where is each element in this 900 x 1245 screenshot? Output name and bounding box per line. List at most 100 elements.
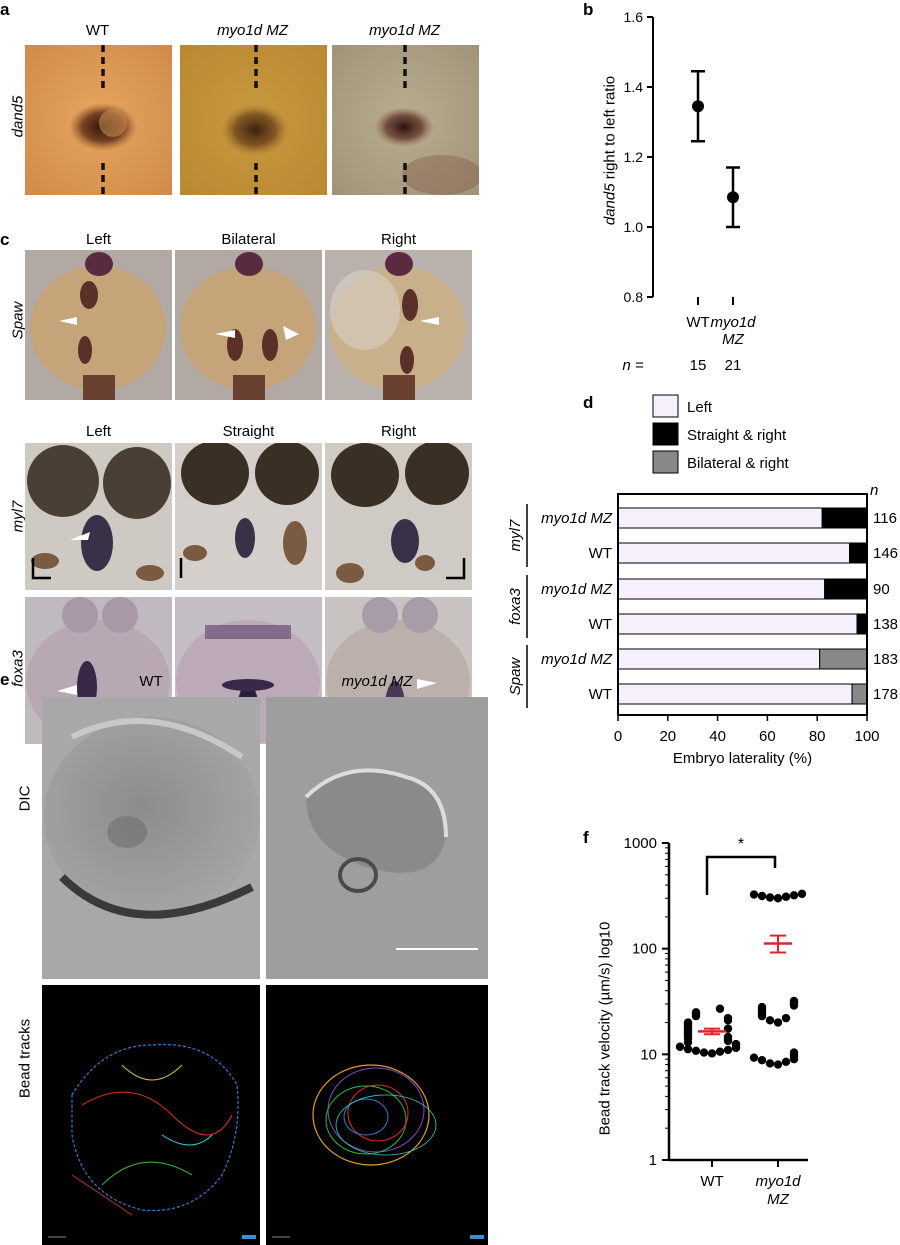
panel-a-col-mz2: myo1d MZ [369, 22, 440, 39]
myl7-straight-image [175, 443, 322, 590]
chart-f-point-0-2 [715, 1047, 725, 1056]
legend-swatch-0 [652, 394, 679, 418]
chart-d-frame [617, 493, 868, 716]
chart-d-row-label-0: myo1d MZ [541, 510, 613, 527]
chart-d-row-label-5: WT [589, 686, 612, 703]
chart-f-point-1-21 [789, 996, 799, 1006]
bar-left-3 [617, 613, 858, 635]
chart-b-ylabel-gene: dand5 [601, 183, 619, 226]
chart-f-point-1-26 [789, 891, 799, 900]
chart-f-point-0-9 [731, 1039, 741, 1049]
panel-letter-f: f [583, 828, 589, 847]
panel-e-col-mz: myo1d MZ [341, 673, 413, 690]
bar-left-0 [617, 507, 823, 529]
chart-f-point-1-3 [757, 1055, 767, 1065]
panel-letter-a: a [0, 0, 10, 19]
heart-col-left: Left [85, 423, 112, 440]
chart-d-n-4: 183 [873, 651, 898, 668]
chart-f-point-0-5 [683, 1044, 693, 1054]
chart-f-point-1-2 [781, 1057, 791, 1066]
row-label-dic: DIC [16, 785, 34, 812]
bar-other-3 [856, 613, 868, 635]
chart-d-xtick-label-3: 60 [759, 728, 776, 745]
chart-f-point-0-14 [723, 1032, 733, 1042]
spaw-col-left: Left [85, 231, 112, 248]
spaw-bilateral-image [175, 250, 322, 400]
chart-b-point-1 [727, 191, 739, 204]
chart-f-point-1-11 [781, 1013, 791, 1023]
dand5-wt-image [25, 45, 172, 195]
chart-f-point-1-23 [765, 893, 775, 902]
chart-d-n-3: 138 [873, 616, 898, 633]
myl7-right-image [325, 443, 472, 590]
panel-a-row-label-dand5: dand5 [9, 95, 27, 138]
chart-f-point-1-1 [765, 1059, 775, 1068]
panel-letter-d: d [583, 393, 594, 412]
chart-b-n-label: n = [622, 357, 644, 374]
row-label-foxa3: foxa3 [9, 650, 27, 687]
bar-other-0 [821, 507, 868, 529]
chart-d: Left Straight & right Bilateral & right n m… [507, 394, 898, 767]
chart-f-ytick-label-2: 100 [632, 941, 657, 958]
legend-label-2: Bilateral & right [687, 455, 790, 472]
chart-d-xlabel: Embryo laterality (%) [673, 750, 812, 767]
legend-label-1: Straight & right [687, 427, 787, 444]
chart-b-ytick-label-0: 0.8 [624, 289, 644, 305]
row-label-spaw: Spaw [9, 301, 27, 340]
chart-f-point-1-17 [757, 1002, 767, 1012]
legend-swatch-1 [652, 422, 679, 446]
chart-d-row-label-4: myo1d MZ [541, 651, 613, 668]
chart-f-point-1-22 [773, 894, 783, 903]
spaw-right-image [325, 250, 472, 400]
bar-left-2 [617, 578, 826, 600]
chart-f-point-0-7 [675, 1042, 685, 1051]
significance-star: * [738, 836, 744, 853]
chart-f-xlabel-0: WT [700, 1173, 723, 1190]
chart-f-point-0-30 [691, 1008, 701, 1017]
bar-other-4 [819, 648, 868, 670]
chart-f-point-1-8 [789, 1048, 799, 1057]
chart-f-point-0-31 [715, 1004, 725, 1013]
row-label-bead-tracks: Bead tracks [16, 1018, 34, 1099]
legend-swatch-2 [652, 450, 679, 474]
chart-d-n-5: 178 [873, 686, 898, 703]
chart-d-n-header: n [870, 482, 878, 499]
panel-a-col-mz1: myo1d MZ [217, 22, 288, 39]
chart-d-xtick-label-0: 0 [614, 728, 622, 745]
chart-f-point-1-10 [765, 1016, 775, 1025]
chart-f-xlabel-1: myo1d [755, 1173, 801, 1190]
chart-d-n-1: 146 [873, 545, 898, 562]
spaw-col-bilateral: Bilateral [221, 231, 276, 248]
chart-f-ytick-label-1: 10 [640, 1046, 657, 1063]
legend-label-0: Left [687, 399, 713, 416]
chart-b-ytick-label-2: 1.2 [624, 149, 644, 165]
chart-b-n-0: 15 [690, 357, 707, 374]
chart-f-point-0-0 [707, 1049, 717, 1058]
spaw-left-image [25, 250, 172, 400]
chart-d-n-0: 116 [873, 510, 897, 527]
chart-b-ylabel: dand5 right to left ratio [602, 36, 619, 266]
chart-d-row-label-2: myo1d MZ [541, 581, 613, 598]
chart-b-ytick-label-1: 1.0 [624, 219, 644, 235]
chart-b-xlabel-0: WT [686, 314, 709, 331]
chart-d-xtick-label-5: 100 [854, 728, 879, 745]
chart-f-point-1-24 [781, 892, 791, 901]
chart-f-point-0-3 [691, 1046, 701, 1056]
bar-other-1 [849, 542, 868, 564]
bead-tracks-wt-image [42, 985, 260, 1245]
chart-b-ytick-label-3: 1.4 [624, 79, 644, 95]
significance-bracket [705, 855, 777, 895]
chart-b-ylabel-rest: right to left ratio [601, 75, 619, 184]
group-label-1: foxa3 [507, 587, 524, 624]
heart-col-straight: Straight [222, 423, 275, 440]
chart-f-point-1-27 [749, 890, 759, 899]
chart-d-xtick-label-1: 20 [659, 728, 676, 745]
chart-f-ytick-label-0: 1 [649, 1152, 657, 1169]
chart-f-point-1-5 [749, 1053, 759, 1062]
chart-f-xlabel2-1: MZ [767, 1191, 789, 1208]
chart-f-point-0-25 [683, 1018, 693, 1027]
bead-tracks-mz-image [266, 985, 488, 1245]
chart-b-ytick-label-4: 1.6 [624, 9, 644, 25]
